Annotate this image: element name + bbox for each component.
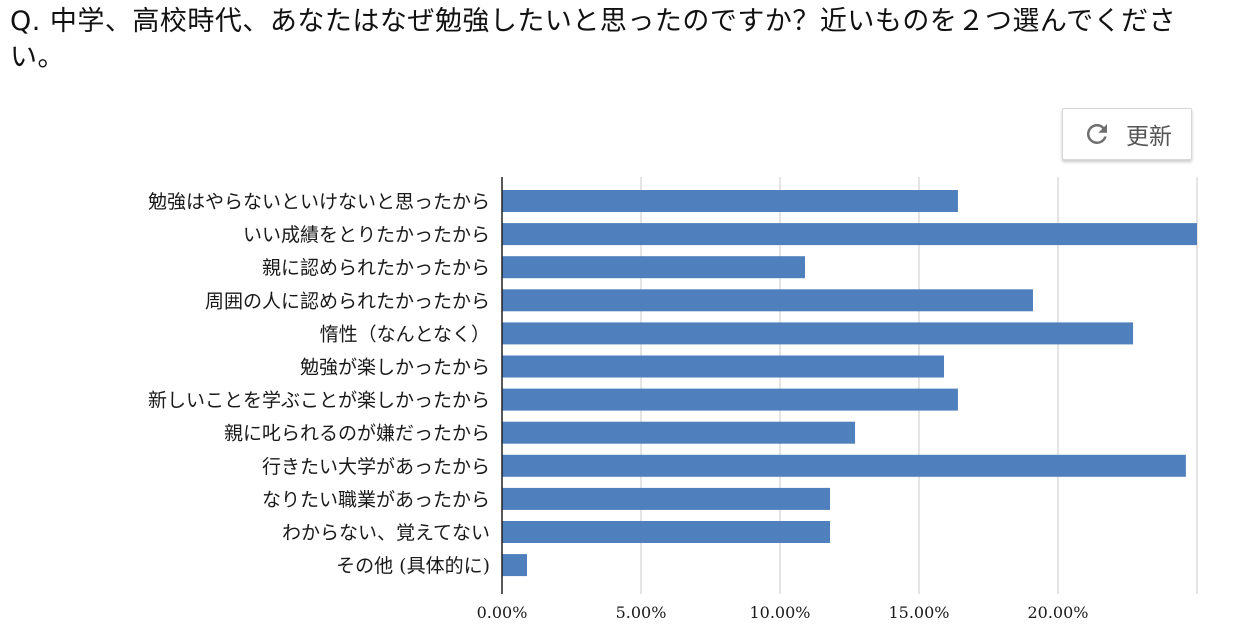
bars [502,190,1197,577]
bar [502,190,958,212]
category-label: なりたい職業があったから [262,489,490,511]
bar [502,487,831,510]
category-label: わからない、覚えてない [282,522,490,544]
x-tick-label: 15.00% [888,603,949,622]
x-tick-label: 10.00% [749,603,810,622]
category-label: 親に認められたかったから [262,257,490,279]
x-tick-label: 5.00% [616,603,667,622]
bar [502,388,958,411]
category-label: 新しいことを学ぶことが楽しかったから [148,390,490,412]
x-tick-labels: 0.00% 5.00% 10.00% 15.00% 20.00% [477,603,1089,622]
question-text: Q. 中学、高校時代、あなたはなぜ勉強したいと思ったのですか？近いものを２つ選ん… [10,6,1177,73]
refresh-label: 更新 [1126,124,1172,150]
bar [502,289,1033,312]
bar [502,355,945,378]
category-label: 惰性（なんとなく） [320,323,490,345]
bar [502,454,1186,477]
refresh-button[interactable]: 更新 [1062,108,1192,160]
category-label: 親に叱られるのが嫌だったから [224,423,490,445]
x-tick-label: 20.00% [1027,603,1088,622]
category-label: 周囲の人に認められたかったから [205,290,490,312]
category-label: 行きたい大学があったから [262,456,490,478]
category-labels: 勉強はやらないといけないと思ったからいい成績をとりたかったから親に認められたかっ… [148,191,490,577]
category-label: いい成績をとりたかったから [243,224,490,246]
category-label: その他 (具体的に) [336,555,490,577]
category-label: 勉強はやらないといけないと思ったから [148,191,490,213]
bar [502,521,831,543]
bar [502,223,1197,246]
refresh-icon [1087,124,1107,144]
x-tick-label: 0.00% [477,603,528,622]
bar [502,421,856,444]
bar [502,554,528,577]
category-label: 勉強が楽しかったから [300,357,490,379]
bar [502,256,806,279]
bar [502,322,1134,345]
